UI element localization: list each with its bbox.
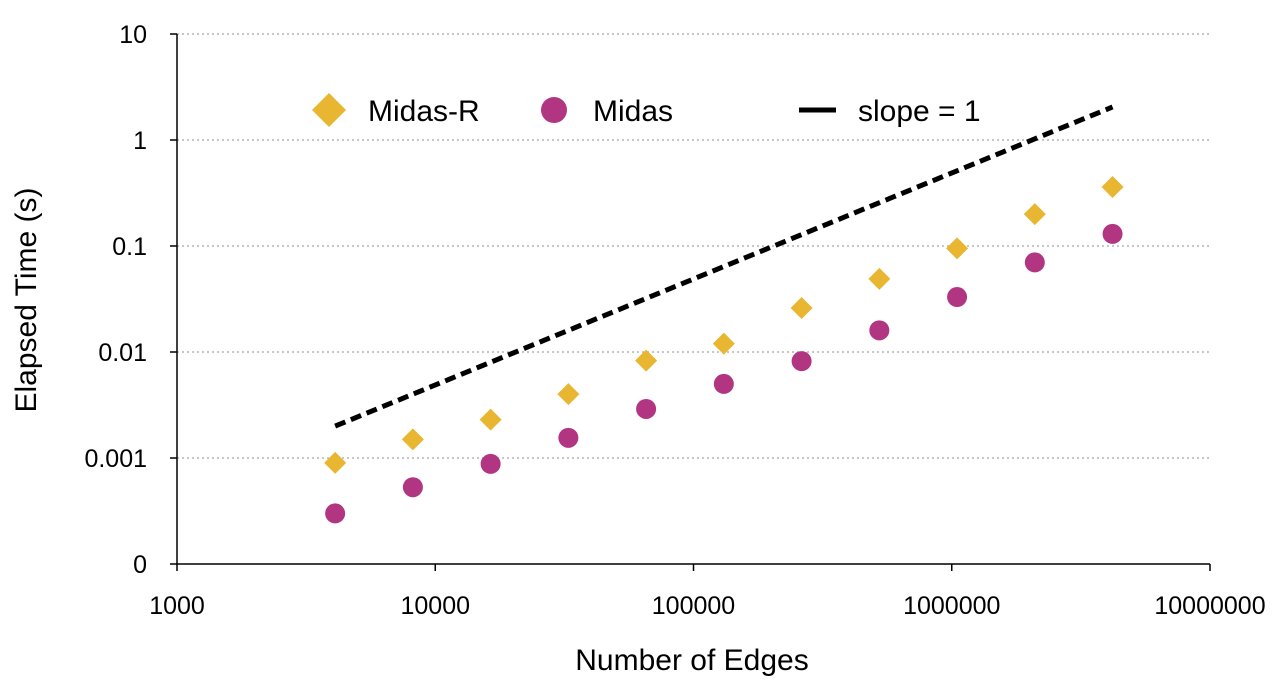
- y-tick-label: 0.001: [84, 445, 147, 473]
- midas-r-point: [712, 332, 735, 355]
- midas-r-point: [790, 297, 813, 320]
- y-ticks: 0 0.001 0.01 0.1 1 10: [84, 21, 177, 579]
- y-tick-label: 1: [133, 127, 147, 155]
- midas-r-point: [1023, 203, 1046, 226]
- midas-r-point: [946, 237, 969, 260]
- legend-label-midas-r: Midas-R: [368, 95, 480, 128]
- legend-label-midas: Midas: [593, 95, 673, 128]
- midas-point: [1024, 252, 1045, 273]
- y-tick-label: 0.1: [112, 233, 147, 261]
- x-ticks: 1000 10000 100000 1000000 10000000: [149, 564, 1266, 620]
- x-tick-label: 1000000: [903, 592, 1000, 620]
- y-tick-label: 0: [133, 551, 147, 579]
- midas-r-point: [868, 267, 891, 290]
- midas-point: [558, 427, 579, 448]
- midas-point: [325, 503, 346, 524]
- y-tick-label: 0.01: [98, 339, 147, 367]
- y-axis-title: Elapsed Time (s): [10, 187, 43, 412]
- midas-point: [947, 287, 968, 308]
- midas-point: [1102, 223, 1123, 244]
- midas-point: [713, 373, 734, 394]
- y-tick-label: 10: [119, 21, 147, 49]
- midas-point: [636, 398, 657, 419]
- midas-point: [791, 351, 812, 372]
- x-tick-label: 10000: [400, 592, 470, 620]
- legend-label-slope: slope = 1: [858, 95, 981, 128]
- x-tick-label: 1000: [149, 592, 205, 620]
- midas-point: [402, 477, 423, 498]
- slope-reference-line: [334, 104, 1114, 429]
- midas-r-point: [557, 383, 580, 406]
- legend: Midas-R Midas slope = 1: [312, 93, 981, 128]
- midas-r-point: [401, 428, 424, 451]
- midas-point: [480, 453, 501, 474]
- x-tick-label: 100000: [652, 592, 735, 620]
- legend-marker-midas: [541, 97, 567, 123]
- legend-marker-midas-r: [312, 93, 346, 127]
- midas-r-point: [479, 408, 502, 431]
- midas-point: [869, 320, 890, 341]
- x-axis-title: Number of Edges: [575, 644, 808, 677]
- series-layer: [324, 104, 1124, 524]
- midas-r-point: [324, 451, 347, 474]
- x-tick-label: 10000000: [1154, 592, 1265, 620]
- midas-r-point: [1101, 176, 1124, 199]
- midas-r-point: [635, 349, 658, 372]
